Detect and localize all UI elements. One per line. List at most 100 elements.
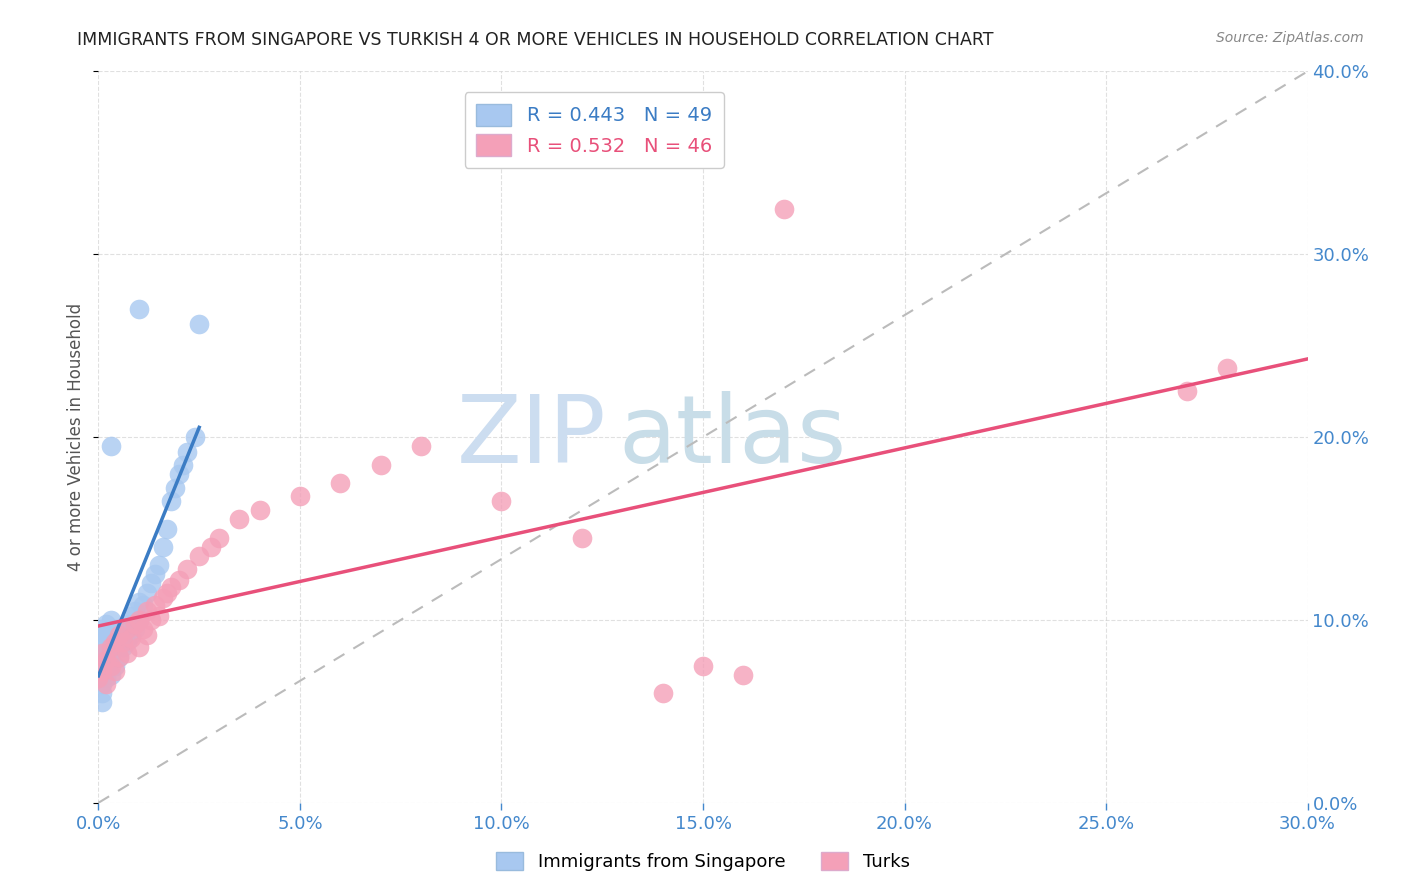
Legend: Immigrants from Singapore, Turks: Immigrants from Singapore, Turks — [489, 845, 917, 879]
Text: atlas: atlas — [619, 391, 846, 483]
Point — [91, 695, 114, 709]
Text: Source: ZipAtlas.com: Source: ZipAtlas.com — [1216, 31, 1364, 45]
Point — [128, 301, 150, 317]
Point — [228, 512, 250, 526]
Point — [120, 609, 142, 624]
Point — [100, 640, 122, 655]
Point — [135, 585, 157, 599]
Point — [107, 649, 129, 664]
Text: ZIP: ZIP — [457, 391, 606, 483]
Point — [135, 627, 157, 641]
Point — [148, 558, 170, 573]
Point — [87, 649, 110, 664]
Point — [176, 562, 198, 576]
Point — [184, 430, 207, 444]
Point — [692, 658, 714, 673]
Point — [128, 594, 150, 608]
Point — [100, 667, 122, 681]
Point — [152, 540, 174, 554]
Point — [103, 640, 125, 655]
Point — [96, 677, 118, 691]
Point — [160, 580, 183, 594]
Point — [107, 649, 129, 664]
Point — [96, 664, 118, 678]
Point — [100, 613, 122, 627]
Point — [156, 521, 179, 535]
Point — [115, 646, 138, 660]
Point — [152, 591, 174, 605]
Point — [167, 573, 190, 587]
Point — [87, 672, 110, 686]
Text: IMMIGRANTS FROM SINGAPORE VS TURKISH 4 OR MORE VEHICLES IN HOUSEHOLD CORRELATION: IMMIGRANTS FROM SINGAPORE VS TURKISH 4 O… — [77, 31, 994, 49]
Point — [111, 622, 134, 636]
Point — [100, 635, 122, 649]
Point — [87, 667, 110, 681]
Point — [409, 439, 432, 453]
Point — [120, 627, 142, 641]
Point — [156, 585, 179, 599]
Point — [91, 632, 114, 646]
Point — [128, 613, 150, 627]
Point — [111, 635, 134, 649]
Point — [249, 503, 271, 517]
Point — [115, 616, 138, 631]
Point — [143, 567, 166, 582]
Point — [571, 531, 593, 545]
Point — [188, 317, 211, 331]
Point — [370, 458, 392, 472]
Point — [288, 489, 311, 503]
Point — [100, 439, 122, 453]
Point — [91, 664, 114, 678]
Point — [491, 494, 513, 508]
Point — [107, 632, 129, 646]
Point — [148, 609, 170, 624]
Point — [124, 622, 146, 636]
Point — [103, 635, 125, 649]
Point — [96, 627, 118, 641]
Point — [160, 494, 183, 508]
Point — [143, 599, 166, 613]
Point — [188, 549, 211, 563]
Point — [139, 613, 162, 627]
Point — [208, 531, 231, 545]
Point — [91, 686, 114, 700]
Point — [128, 613, 150, 627]
Point — [103, 622, 125, 636]
Point — [1216, 360, 1239, 375]
Point — [200, 540, 222, 554]
Point — [176, 444, 198, 458]
Point — [91, 640, 114, 655]
Point — [163, 481, 186, 495]
Point — [96, 616, 118, 631]
Point — [1175, 384, 1198, 399]
Point — [124, 604, 146, 618]
Point — [91, 622, 114, 636]
Point — [135, 604, 157, 618]
Point — [103, 658, 125, 673]
Point — [733, 667, 755, 681]
Point — [100, 653, 122, 667]
Point — [96, 646, 118, 660]
Point — [651, 686, 673, 700]
Point — [96, 653, 118, 667]
Point — [115, 622, 138, 636]
Point — [115, 635, 138, 649]
Point — [132, 599, 155, 613]
Point — [329, 475, 352, 490]
Point — [91, 646, 114, 660]
Point — [167, 467, 190, 481]
Point — [107, 627, 129, 641]
Point — [91, 677, 114, 691]
Point — [103, 664, 125, 678]
Y-axis label: 4 or more Vehicles in Household: 4 or more Vehicles in Household — [67, 303, 86, 571]
Point — [172, 458, 194, 472]
Point — [124, 616, 146, 631]
Point — [128, 640, 150, 655]
Point — [120, 632, 142, 646]
Point — [772, 202, 794, 216]
Point — [91, 658, 114, 673]
Point — [111, 640, 134, 655]
Point — [132, 622, 155, 636]
Point — [139, 576, 162, 591]
Point — [100, 658, 122, 673]
